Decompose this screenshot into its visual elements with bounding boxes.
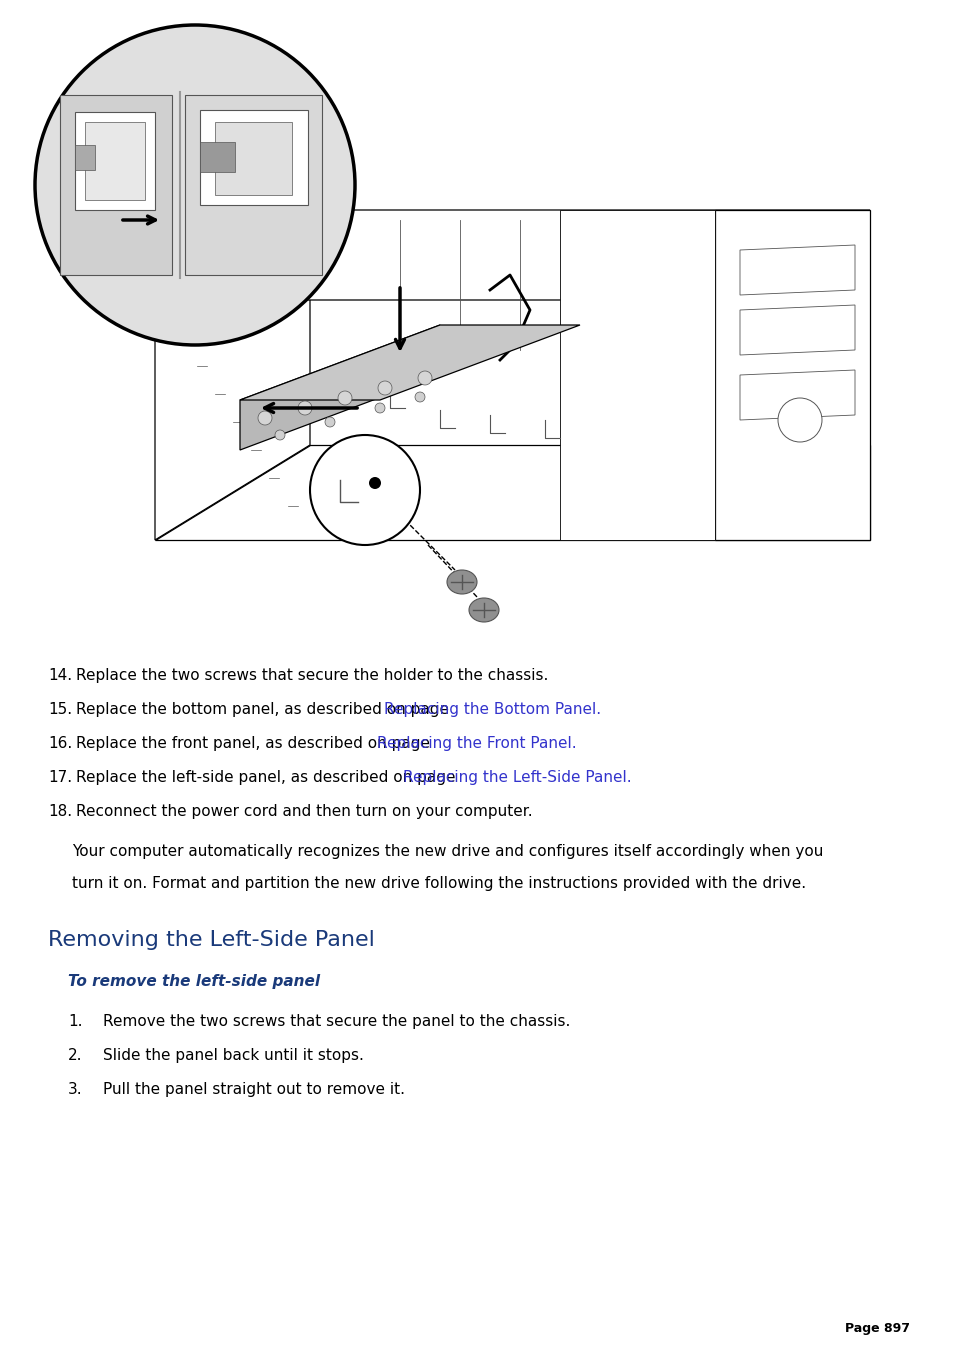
Circle shape: [257, 411, 272, 426]
Polygon shape: [154, 444, 869, 540]
Text: Page 897: Page 897: [844, 1323, 909, 1335]
Text: Reconnect the power cord and then turn on your computer.: Reconnect the power cord and then turn o…: [76, 804, 532, 819]
Circle shape: [337, 390, 352, 405]
Circle shape: [325, 417, 335, 427]
Text: 17.: 17.: [48, 770, 72, 785]
Text: Replace the bottom panel, as described on page: Replace the bottom panel, as described o…: [76, 703, 454, 717]
Text: Remove the two screws that secure the panel to the chassis.: Remove the two screws that secure the pa…: [103, 1015, 570, 1029]
Text: Replacing the Left-Side Panel.: Replacing the Left-Side Panel.: [403, 770, 632, 785]
Circle shape: [310, 435, 419, 544]
Polygon shape: [200, 142, 234, 172]
Text: 14.: 14.: [48, 667, 72, 684]
Text: Replace the two screws that secure the holder to the chassis.: Replace the two screws that secure the h…: [76, 667, 548, 684]
Text: 2.: 2.: [68, 1048, 82, 1063]
Text: Replacing the Front Panel.: Replacing the Front Panel.: [376, 736, 577, 751]
Text: turn it on. Format and partition the new drive following the instructions provid: turn it on. Format and partition the new…: [71, 875, 805, 892]
Polygon shape: [200, 109, 308, 205]
Polygon shape: [559, 209, 714, 540]
Text: Replacing the Bottom Panel.: Replacing the Bottom Panel.: [383, 703, 600, 717]
Text: Pull the panel straight out to remove it.: Pull the panel straight out to remove it…: [103, 1082, 405, 1097]
Polygon shape: [240, 326, 579, 400]
Text: 1.: 1.: [68, 1015, 82, 1029]
Circle shape: [778, 399, 821, 442]
Text: 15.: 15.: [48, 703, 72, 717]
Circle shape: [415, 392, 424, 403]
Polygon shape: [75, 145, 95, 170]
Polygon shape: [154, 209, 310, 540]
Text: 3.: 3.: [68, 1082, 83, 1097]
Polygon shape: [85, 122, 145, 200]
Polygon shape: [740, 305, 854, 355]
Circle shape: [274, 430, 285, 440]
Circle shape: [369, 477, 380, 489]
Text: To remove the left-side panel: To remove the left-side panel: [68, 974, 320, 989]
Polygon shape: [75, 112, 154, 209]
Text: 16.: 16.: [48, 736, 72, 751]
Circle shape: [417, 372, 432, 385]
Circle shape: [35, 26, 355, 345]
Text: Your computer automatically recognizes the new drive and configures itself accor: Your computer automatically recognizes t…: [71, 844, 822, 859]
Circle shape: [375, 403, 385, 413]
Circle shape: [377, 381, 392, 394]
Ellipse shape: [469, 598, 498, 621]
Polygon shape: [214, 122, 292, 195]
Text: Replace the left-side panel, as described on page: Replace the left-side panel, as describe…: [76, 770, 460, 785]
Ellipse shape: [447, 570, 476, 594]
Polygon shape: [740, 245, 854, 295]
Text: Removing the Left-Side Panel: Removing the Left-Side Panel: [48, 929, 375, 950]
Polygon shape: [714, 209, 869, 540]
Polygon shape: [185, 95, 322, 276]
Polygon shape: [60, 95, 172, 276]
Circle shape: [297, 401, 312, 415]
Polygon shape: [740, 370, 854, 420]
Text: 18.: 18.: [48, 804, 72, 819]
Text: Slide the panel back until it stops.: Slide the panel back until it stops.: [103, 1048, 363, 1063]
Polygon shape: [154, 209, 869, 300]
Text: Replace the front panel, as described on page: Replace the front panel, as described on…: [76, 736, 435, 751]
Polygon shape: [240, 326, 439, 450]
